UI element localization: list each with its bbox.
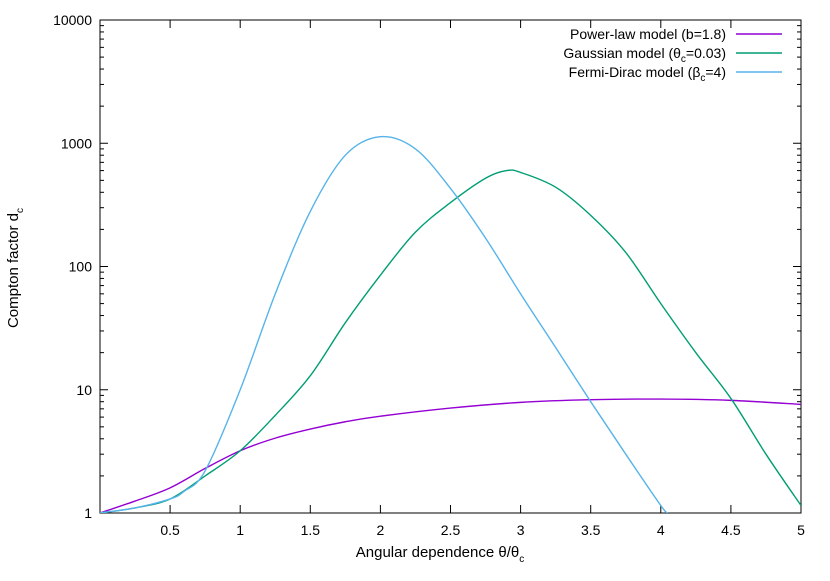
y-tick-label: 10000 [53,12,92,28]
y-axis-label: Compton factor dc [5,208,26,328]
x-tick-label: 4.5 [721,522,741,538]
x-tick-label: 1.5 [301,522,321,538]
legend-label-3: Fermi-Dirac model (βc=4) [569,64,726,84]
x-tick-label: 3.5 [581,522,601,538]
axis-ticks: 0.5 1 1.5 2 2.5 3 3.5 4 4.5 5 1 10 100 1000 10000 [53,12,805,538]
series-line-2 [100,169,801,513]
plot-border [99,19,802,514]
x-tick-label: 0.5 [160,522,180,538]
x-tick-label: 4 [657,522,665,538]
legend-text-part: Gaussian model (θ [563,45,681,61]
legend-subscript: c [681,54,686,65]
plot-area [99,19,802,514]
legend-text-part: Fermi-Dirac model (β [569,64,701,80]
x-tick-label: 2.5 [441,522,461,538]
x-tick-label: 5 [797,522,805,538]
legend: Power-law model (b=1.8) Gaussian model (θ… [563,26,782,84]
y-tick-label: 100 [69,259,93,275]
y-tick-label: 1000 [61,135,92,151]
legend-subscript: c [700,73,705,84]
legend-label-2: Gaussian model (θc=0.03) [563,45,726,65]
series-layer [100,135,801,513]
x-tick-label: 1 [236,522,244,538]
legend-text-part: =0.03) [686,45,726,61]
x-tick-label: 2 [377,522,385,538]
y-tick-label: 10 [76,382,92,398]
x-axis-label: Angular dependence θ/θc [356,544,524,565]
legend-text-part: =4) [705,64,726,80]
y-tick-label: 1 [84,505,92,521]
series-line-3 [100,135,669,513]
legend-text-part: Power-law model (b=1.8) [570,26,726,42]
x-tick-label: 3 [517,522,525,538]
series-line-1 [100,398,801,513]
legend-label-1: Power-law model (b=1.8) [570,26,726,42]
